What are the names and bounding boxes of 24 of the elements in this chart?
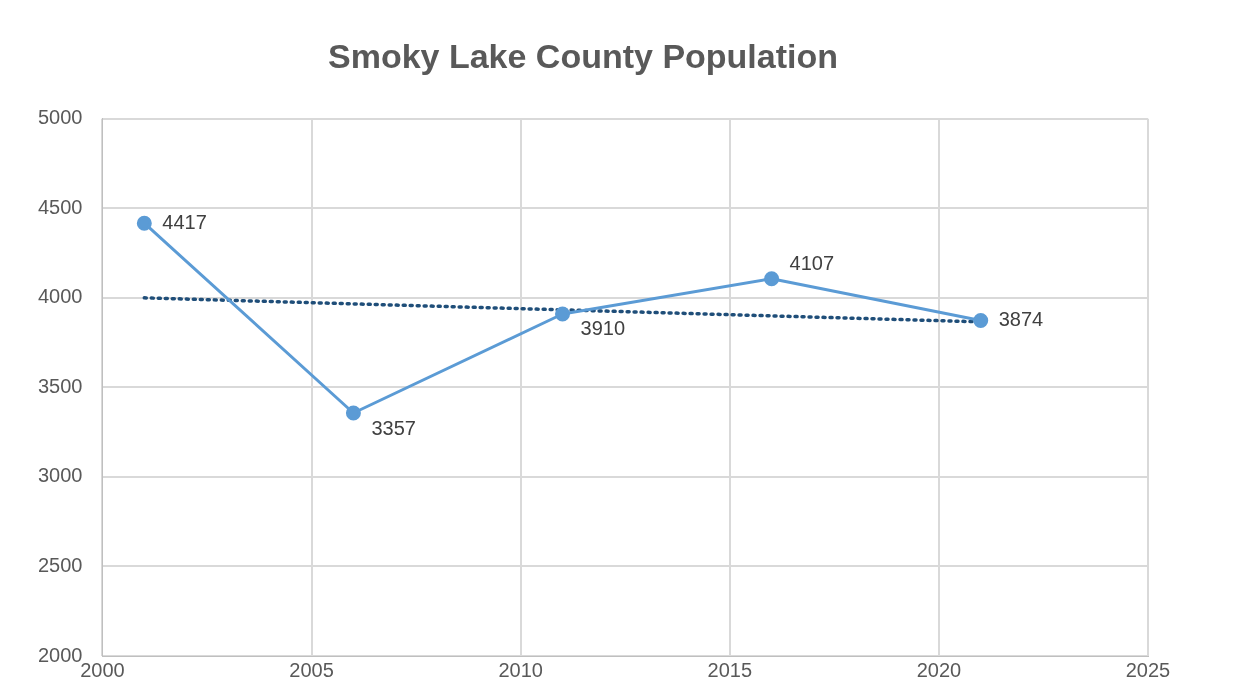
data-label: 4417 [162, 210, 207, 233]
data-label: 3910 [580, 317, 626, 340]
point [764, 271, 780, 287]
point [555, 306, 571, 322]
y-tick-label: 4000 [37, 285, 83, 308]
data-label: 3874 [998, 307, 1044, 330]
y-tick-label: 4500 [37, 195, 83, 218]
x-tick-label: 2020 [916, 658, 962, 681]
chart-title: Smoky Lake County Population [327, 36, 839, 75]
x-tick-label: 2025 [1125, 658, 1171, 681]
y-tick-label: 3000 [37, 464, 83, 487]
x-tick-label: 2015 [707, 658, 753, 681]
data-label: 3357 [371, 416, 416, 439]
y-tick-label: 3500 [37, 374, 83, 397]
x-tick-label: 2000 [80, 658, 125, 681]
point [136, 215, 152, 231]
point [345, 405, 361, 421]
y-tick-label: 5000 [37, 106, 83, 129]
point [973, 312, 989, 328]
y-tick-label: 2000 [37, 643, 83, 666]
x-tick-label: 2005 [289, 658, 334, 681]
y-tick-label: 2500 [37, 553, 83, 576]
data-label: 4107 [789, 252, 835, 275]
x-tick-label: 2010 [498, 658, 543, 681]
